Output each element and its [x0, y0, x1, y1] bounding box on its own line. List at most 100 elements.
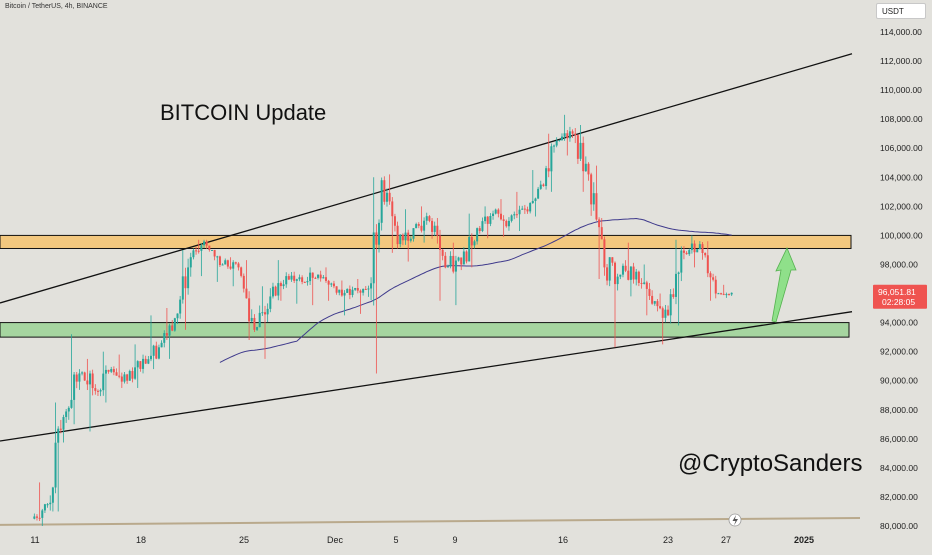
candle-body[interactable] [62, 417, 65, 430]
candle-body[interactable] [709, 273, 712, 278]
candle-body[interactable] [359, 290, 362, 293]
candle-body[interactable] [234, 262, 237, 264]
candle-body[interactable] [539, 184, 542, 189]
candle-body[interactable] [600, 227, 603, 240]
candle-body[interactable] [364, 288, 367, 290]
candle-body[interactable] [248, 298, 251, 322]
candle-body[interactable] [423, 220, 426, 231]
candle-body[interactable] [306, 281, 309, 283]
candle-body[interactable] [385, 192, 388, 202]
candle-body[interactable] [43, 504, 46, 511]
candle-body[interactable] [118, 375, 121, 377]
currency-selector[interactable]: USDT [876, 3, 926, 19]
candle-body[interactable] [136, 361, 139, 368]
candle-body[interactable] [356, 287, 359, 291]
candle-body[interactable] [303, 281, 306, 283]
candle-body[interactable] [203, 241, 206, 246]
candle-body[interactable] [216, 256, 219, 258]
candle-body[interactable] [184, 276, 187, 289]
candle-body[interactable] [722, 293, 725, 295]
candle-body[interactable] [619, 274, 622, 277]
candle-body[interactable] [327, 280, 330, 285]
candle-body[interactable] [637, 271, 640, 283]
candle-body[interactable] [632, 266, 635, 280]
candle-body[interactable] [147, 359, 150, 364]
candle-body[interactable] [444, 255, 447, 268]
candle-body[interactable] [120, 376, 123, 382]
candle-body[interactable] [590, 174, 593, 205]
candle-body[interactable] [717, 293, 720, 295]
candle-body[interactable] [35, 516, 38, 518]
candle-body[interactable] [96, 390, 99, 392]
candle-body[interactable] [266, 308, 269, 315]
candle-body[interactable] [603, 239, 606, 268]
candle-body[interactable] [720, 293, 723, 295]
candle-body[interactable] [439, 235, 442, 250]
candle-body[interactable] [123, 374, 126, 382]
lower-trendline[interactable] [0, 311, 853, 442]
candle-body[interactable] [611, 257, 614, 263]
candle-body[interactable] [301, 277, 304, 282]
candle-body[interactable] [375, 232, 378, 245]
candle-body[interactable] [33, 516, 36, 519]
candle-body[interactable] [478, 228, 481, 231]
candle-body[interactable] [271, 286, 274, 297]
candle-body[interactable] [537, 188, 540, 199]
candle-body[interactable] [107, 369, 110, 372]
candle-body[interactable] [335, 286, 338, 293]
candle-body[interactable] [725, 294, 728, 296]
candle-body[interactable] [258, 312, 261, 328]
candle-body[interactable] [624, 265, 627, 271]
candle-body[interactable] [340, 289, 343, 296]
candle-body[interactable] [367, 288, 370, 290]
candle-body[interactable] [112, 369, 115, 373]
candle-body[interactable] [494, 209, 497, 214]
candle-body[interactable] [324, 277, 327, 281]
candle-body[interactable] [425, 216, 428, 221]
candle-body[interactable] [661, 308, 664, 318]
candle-body[interactable] [314, 277, 317, 279]
candle-body[interactable] [545, 168, 548, 187]
candle-body[interactable] [656, 301, 659, 307]
candle-body[interactable] [269, 296, 272, 309]
candle-body[interactable] [149, 355, 152, 360]
candle-body[interactable] [608, 257, 611, 281]
candle-body[interactable] [195, 250, 198, 252]
candle-body[interactable] [290, 275, 293, 280]
candle-body[interactable] [523, 208, 526, 210]
candle-body[interactable] [91, 373, 94, 389]
candle-body[interactable] [728, 294, 731, 296]
candle-body[interactable] [78, 373, 81, 382]
candle-body[interactable] [529, 203, 532, 212]
candle-body[interactable] [704, 252, 707, 256]
candle-body[interactable] [568, 131, 571, 139]
candle-body[interactable] [298, 277, 301, 280]
candle-body[interactable] [70, 399, 73, 408]
candle-body[interactable] [566, 133, 569, 139]
candle-body[interactable] [250, 317, 253, 322]
candle-body[interactable] [659, 306, 662, 309]
candle-body[interactable] [279, 283, 282, 287]
candle-body[interactable] [346, 288, 349, 293]
candle-body[interactable] [460, 257, 463, 265]
candle-body[interactable] [59, 428, 62, 430]
candle-body[interactable] [282, 284, 285, 287]
support-zone[interactable] [0, 322, 850, 338]
resistance-zone[interactable] [0, 234, 852, 249]
candle-body[interactable] [362, 288, 365, 293]
candle-body[interactable] [571, 131, 574, 134]
candle-body[interactable] [354, 287, 357, 290]
candle-body[interactable] [465, 251, 468, 262]
candle-body[interactable] [531, 200, 534, 204]
candle-body[interactable] [65, 411, 68, 418]
candle-body[interactable] [221, 264, 224, 266]
candle-body[interactable] [563, 133, 566, 137]
candle-body[interactable] [274, 286, 277, 296]
candle-body[interactable] [446, 266, 449, 268]
candle-body[interactable] [412, 228, 415, 239]
candle-body[interactable] [232, 262, 235, 269]
candle-body[interactable] [698, 244, 701, 250]
candle-body[interactable] [712, 277, 715, 280]
candle-body[interactable] [189, 257, 192, 268]
